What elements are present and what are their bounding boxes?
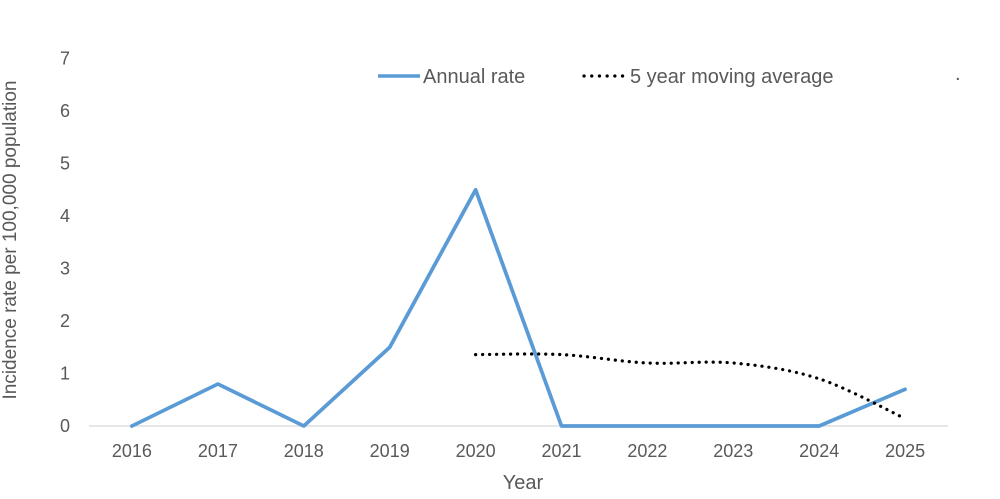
annual-rate-line bbox=[130, 187, 907, 428]
x-axis-title: Year bbox=[503, 472, 544, 494]
legend-label-moving-average: 5 year moving average bbox=[630, 66, 833, 88]
y-tick-label: 6 bbox=[60, 101, 70, 121]
x-tick-label: 2016 bbox=[112, 441, 152, 461]
y-tick-label: 7 bbox=[60, 49, 70, 69]
y-tick-label: 2 bbox=[60, 311, 70, 331]
y-axis-title: Incidence rate per 100,000 population bbox=[0, 80, 21, 399]
x-tick-label: 2023 bbox=[713, 441, 753, 461]
x-tick-label: 2021 bbox=[541, 441, 581, 461]
x-tick-label: 2024 bbox=[799, 441, 839, 461]
y-tick-label: 0 bbox=[60, 416, 70, 436]
legend-label-annual-rate: Annual rate bbox=[423, 66, 525, 88]
x-tick-label: 2025 bbox=[885, 441, 925, 461]
moving-average-line bbox=[474, 352, 907, 421]
y-tick-label: 3 bbox=[60, 259, 70, 279]
x-tick-label: 2017 bbox=[198, 441, 238, 461]
stray-period-text: . bbox=[955, 63, 961, 85]
x-tick-label: 2022 bbox=[627, 441, 667, 461]
y-tick-label: 4 bbox=[60, 206, 70, 226]
y-axis-tick-labels: 0 1 2 3 4 5 6 7 bbox=[60, 49, 70, 437]
legend: Annual rate 5 year moving average . bbox=[378, 63, 961, 88]
y-tick-label: 1 bbox=[60, 364, 70, 384]
x-tick-label: 2019 bbox=[370, 441, 410, 461]
x-axis-tick-labels: 2016 2017 2018 2019 2020 2021 2022 2023 2024 2025 bbox=[112, 441, 925, 461]
x-tick-label: 2020 bbox=[456, 441, 496, 461]
y-tick-label: 5 bbox=[60, 154, 70, 174]
x-tick-label: 2018 bbox=[284, 441, 324, 461]
